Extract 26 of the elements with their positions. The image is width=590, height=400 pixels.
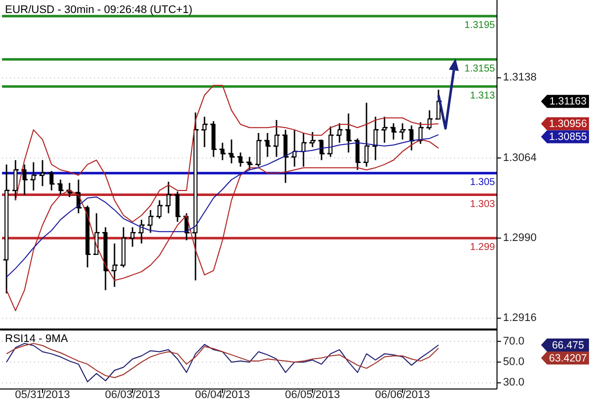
y-tick-label: 1.3138 [503, 72, 537, 84]
y-tick-label: 1.3064 [503, 152, 537, 164]
ref-line-label: 1.299 [470, 242, 496, 254]
y-tick-label: 30.0 [503, 376, 524, 389]
text: 1.30956 [549, 118, 588, 130]
x-tick-label: 05/31/2013 [14, 389, 70, 400]
ref-line-label: 1.3155 [464, 63, 496, 74]
chart-title: EUR/USD - 30min - 09:26:48 (UTC+1) [5, 4, 192, 16]
text: 66.475 [552, 339, 584, 352]
x-tick-label: 06/06/2013 [374, 389, 430, 400]
ref-line-label: 1.303 [470, 198, 496, 210]
y-tick-label: 1.2990 [503, 232, 537, 244]
x-tick-label: 06/03/2013 [104, 389, 160, 400]
chart-title: RSI14 - 9MA [5, 333, 69, 345]
ref-line-label: 1.313 [470, 90, 496, 102]
text: 1.31163 [549, 96, 587, 108]
ref-line-label: 1.3195 [464, 20, 496, 32]
ref-line-label: 1.305 [470, 177, 496, 188]
y-tick-label: 50.0 [503, 356, 524, 368]
y-tick-label: 1.2916 [503, 312, 537, 324]
y-tick-label: 70.0 [503, 335, 524, 348]
text: 63.4207 [549, 352, 588, 364]
x-tick-label: 06/04/2013 [194, 389, 250, 400]
line-series [15, 84, 439, 222]
text: 1.30855 [549, 131, 588, 144]
x-tick-label: 06/05/2013 [284, 389, 340, 400]
